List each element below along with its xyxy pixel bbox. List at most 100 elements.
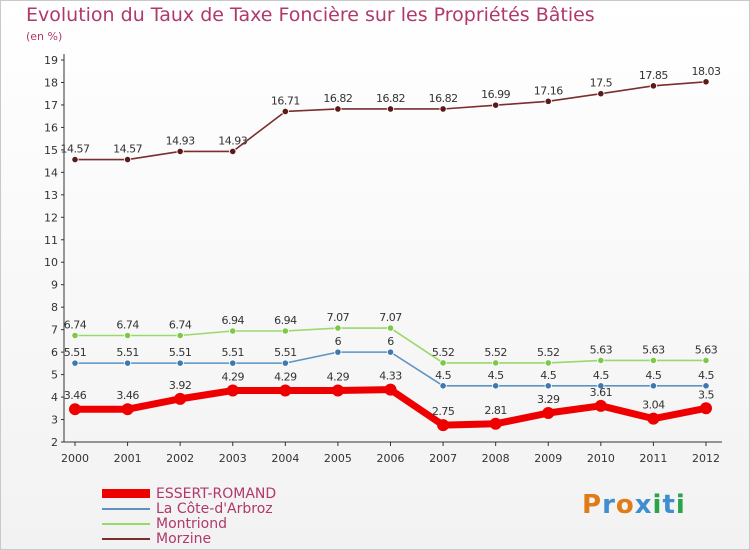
- logo-letter: t: [662, 490, 676, 520]
- data-point: [492, 101, 500, 109]
- data-point: [121, 403, 134, 416]
- data-label: 16.82: [323, 92, 352, 105]
- y-tick-label: 18: [44, 76, 58, 89]
- x-tick-label: 2006: [377, 452, 405, 465]
- x-tick-label: 2010: [587, 452, 615, 465]
- data-point: [437, 419, 450, 432]
- y-tick-label: 7: [51, 324, 58, 337]
- data-label: 7.07: [379, 311, 402, 324]
- data-point: [71, 359, 79, 367]
- data-label: 6.94: [274, 314, 297, 327]
- data-point: [281, 359, 289, 367]
- proxiti-logo: Proxiti: [582, 490, 686, 520]
- y-tick-label: 8: [51, 301, 58, 314]
- data-point: [386, 324, 395, 332]
- y-tick-label: 6: [51, 346, 58, 359]
- data-label: 4.5: [435, 369, 451, 382]
- data-point: [334, 348, 342, 356]
- data-point: [331, 384, 344, 397]
- data-label: 3.46: [116, 389, 139, 402]
- x-tick-label: 2003: [219, 452, 247, 465]
- data-point: [69, 403, 81, 416]
- data-point: [439, 382, 447, 390]
- data-label: 5.63: [590, 343, 613, 356]
- data-label: 17.85: [639, 69, 668, 82]
- data-label: 4.33: [379, 370, 402, 383]
- x-tick-label: 2004: [271, 452, 299, 465]
- data-point: [281, 327, 289, 335]
- y-tick-label: 16: [44, 121, 58, 134]
- data-point: [334, 324, 342, 332]
- data-label: 4.5: [593, 369, 609, 382]
- data-label: 6.74: [64, 318, 87, 331]
- data-point: [281, 107, 289, 116]
- data-label: 3.5: [698, 388, 714, 401]
- y-tick-label: 3: [51, 414, 58, 427]
- y-tick-label: 19: [44, 54, 58, 67]
- legend-label: Morzine: [156, 530, 212, 547]
- data-label: 5.51: [222, 346, 245, 359]
- data-point: [334, 105, 342, 113]
- data-label: 14.57: [61, 143, 90, 156]
- data-label: 3.29: [537, 393, 560, 406]
- data-label: 6.74: [169, 318, 192, 331]
- legend-item-la-cote-d-arbroz: La Côte-d'Arbroz: [102, 501, 273, 517]
- data-point: [702, 356, 710, 365]
- data-point: [386, 348, 395, 356]
- data-label: 5.63: [695, 343, 718, 356]
- data-point: [597, 90, 605, 98]
- data-label: 4.29: [327, 371, 350, 384]
- data-label: 16.99: [481, 88, 510, 101]
- data-label: 4.5: [488, 369, 504, 382]
- y-tick-label: 13: [44, 189, 58, 202]
- data-label: 4.29: [274, 371, 297, 384]
- data-point: [489, 417, 502, 430]
- data-point: [226, 384, 239, 397]
- data-point: [279, 384, 292, 397]
- logo-letter: o: [615, 490, 635, 520]
- data-point: [176, 331, 184, 340]
- data-point: [123, 331, 132, 340]
- data-point: [544, 382, 552, 390]
- legend-label: Montriond: [156, 515, 227, 532]
- data-point: [123, 155, 132, 164]
- data-label: 5.52: [537, 346, 560, 359]
- logo-letter: i: [675, 490, 686, 520]
- data-point: [544, 97, 552, 105]
- y-tick-label: 14: [44, 166, 58, 179]
- data-label: 16.71: [271, 94, 300, 107]
- x-tick-label: 2002: [166, 452, 194, 465]
- legend-swatch: [102, 522, 150, 525]
- x-tick-label: 2007: [429, 452, 457, 465]
- data-label: 16.82: [376, 92, 405, 105]
- x-tick-label: 2012: [692, 452, 720, 465]
- data-point: [649, 356, 658, 365]
- data-point: [597, 356, 605, 365]
- data-label: 18.03: [692, 65, 721, 78]
- data-label: 4.5: [698, 369, 714, 382]
- x-tick-label: 2001: [114, 452, 142, 465]
- legend-item-montriond: Montriond: [102, 515, 227, 532]
- logo-letter: P: [582, 490, 603, 520]
- data-label: 6.94: [222, 314, 245, 327]
- data-label: 14.93: [218, 134, 247, 147]
- y-tick-label: 5: [51, 369, 58, 382]
- y-tick-label: 11: [44, 234, 58, 247]
- data-point: [597, 382, 605, 390]
- data-label: 6.74: [116, 318, 139, 331]
- data-point: [386, 105, 395, 113]
- data-label: 5.51: [169, 346, 192, 359]
- data-point: [229, 147, 237, 156]
- data-point: [702, 78, 710, 86]
- data-point: [123, 359, 132, 367]
- x-tick-label: 2000: [61, 452, 89, 465]
- data-point: [649, 382, 658, 390]
- data-label: 3.92: [169, 379, 192, 392]
- data-label: 14.57: [113, 143, 142, 156]
- chart-title: Evolution du Taux de Taxe Foncière sur l…: [26, 4, 595, 26]
- x-tick-label: 2009: [534, 452, 562, 465]
- data-label: 17.5: [590, 77, 613, 90]
- data-label: 4.5: [540, 369, 556, 382]
